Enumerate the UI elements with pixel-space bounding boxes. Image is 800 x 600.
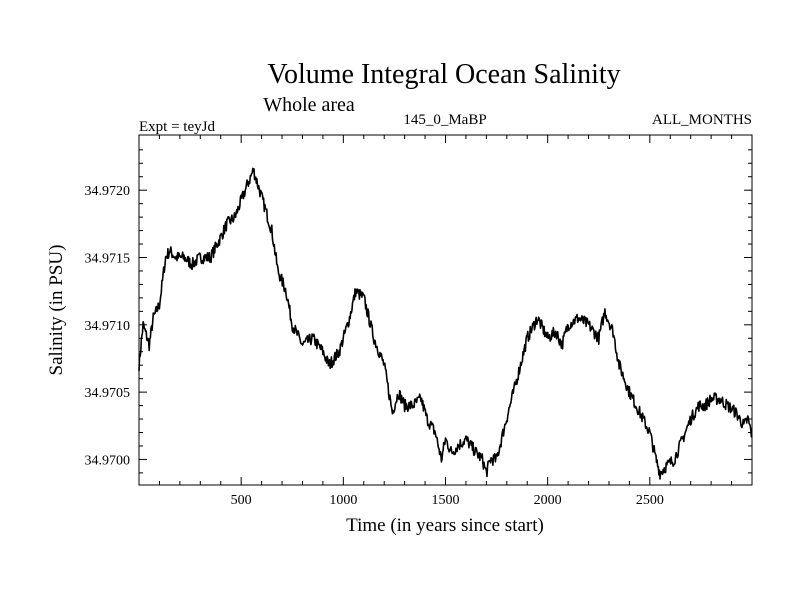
period-label: 145_0_MaBP — [403, 112, 486, 128]
salinity-series-line — [138, 167, 753, 480]
x-tick-label: 1000 — [329, 493, 357, 508]
x-tick-label: 1500 — [432, 493, 460, 508]
x-axis: 500 1000 1500 2000 2500 — [158, 135, 733, 508]
x-tick-label: 500 — [231, 493, 252, 508]
chart-title: Volume Integral Ocean Salinity — [267, 59, 620, 90]
months-label: ALL_MONTHS — [652, 112, 752, 128]
x-axis-label: Time (in years since start) — [346, 515, 544, 536]
y-tick-label: 34.9705 — [85, 386, 131, 401]
y-tick-label: 34.9710 — [85, 319, 131, 334]
x-tick-label: 2500 — [636, 493, 664, 508]
plot-frame — [138, 134, 753, 486]
y-tick-label: 34.9700 — [85, 453, 131, 468]
y-axis-label: Salinity (in PSU) — [46, 245, 67, 376]
y-tick-label: 34.9720 — [85, 184, 131, 199]
series-layer — [138, 167, 753, 480]
chart-subtitle: Whole area — [263, 94, 355, 116]
x-tick-label: 2000 — [534, 493, 562, 508]
y-tick-label: 34.9715 — [85, 252, 131, 267]
experiment-label: Expt = teyJd — [139, 119, 215, 135]
y-axis: 34.9700 34.9705 34.9710 34.9715 34.9720 — [85, 149, 752, 474]
